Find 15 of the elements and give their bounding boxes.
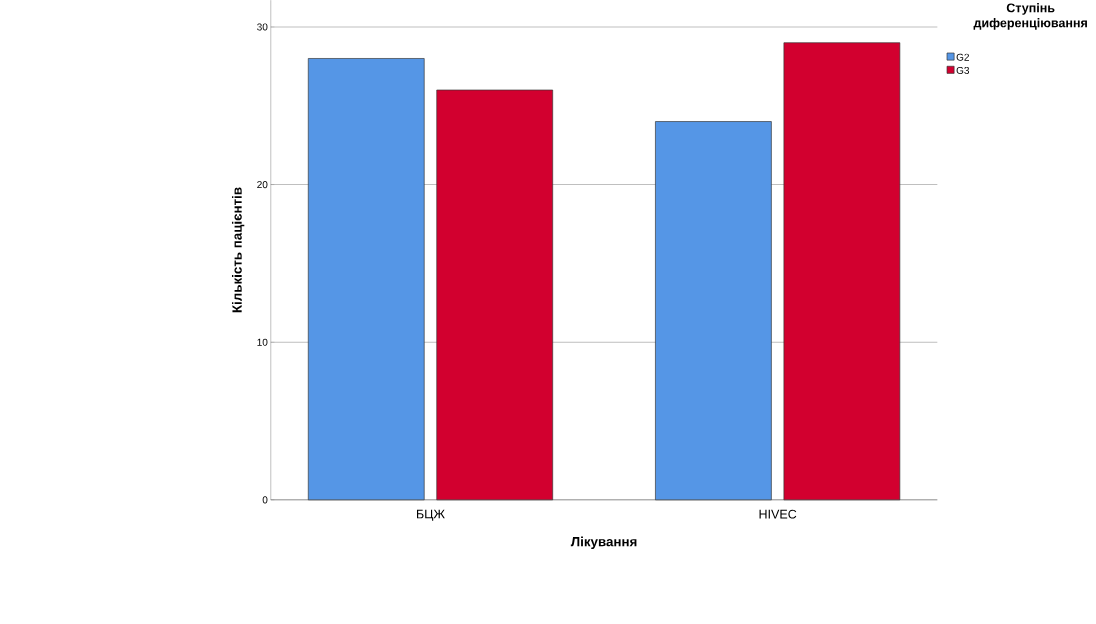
x-axis-title: Лікування (570, 536, 637, 549)
legend-title: Ступінь диференціювання (973, 2, 1087, 30)
bar (655, 121, 772, 501)
bar (436, 89, 554, 501)
legend-label: G3 (956, 66, 970, 74)
y-tick-label: 30 (257, 23, 268, 31)
y-tick-label: 10 (257, 338, 268, 346)
x-tick-label: HIVEC (759, 509, 797, 519)
x-tick-label: БЦЖ (416, 509, 445, 521)
bar (307, 57, 425, 501)
bar (783, 42, 901, 501)
y-tick-label: 20 (257, 180, 268, 188)
y-tick-label: 0 (262, 496, 268, 504)
y-axis-title: Кількість пацієнтів (231, 187, 245, 312)
legend-label: G2 (956, 53, 969, 61)
